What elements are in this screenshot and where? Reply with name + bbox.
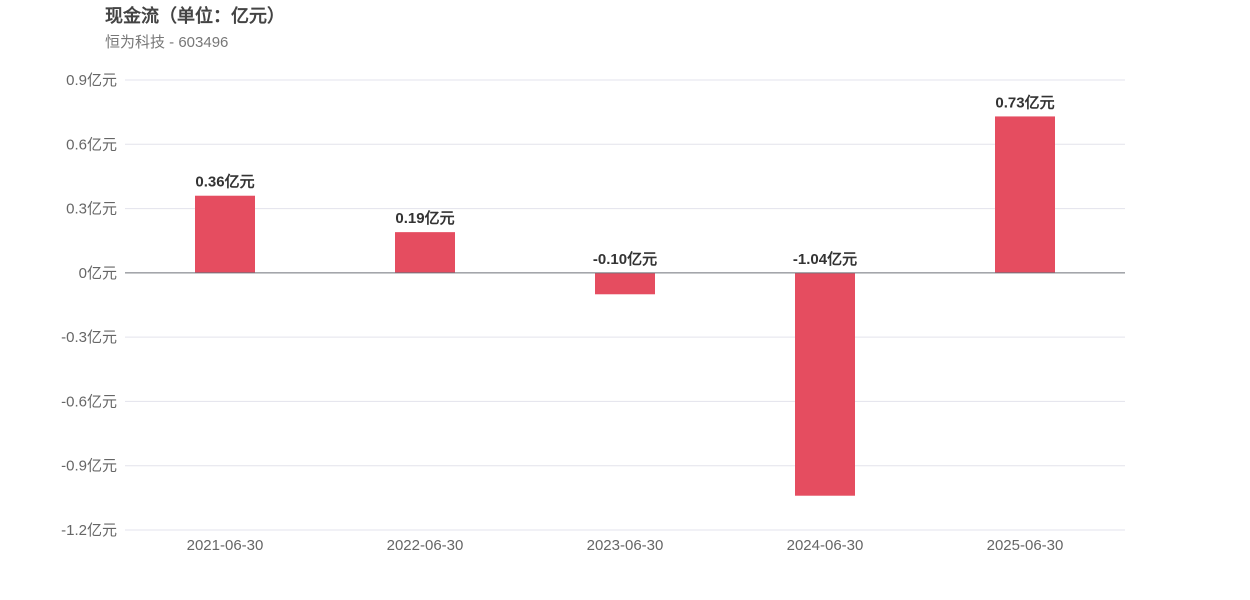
y-tick-label: -0.3亿元 xyxy=(61,329,117,346)
chart-title: 现金流（单位：亿元） xyxy=(105,6,285,26)
y-tick-label: -0.6亿元 xyxy=(61,393,117,410)
y-tick-label: 0.9亿元 xyxy=(66,72,117,89)
bar xyxy=(795,272,855,496)
data-label: 0.19亿元 xyxy=(395,209,454,227)
y-tick-label: -1.2亿元 xyxy=(61,522,117,539)
bar xyxy=(595,272,655,295)
y-tick-label: 0亿元 xyxy=(79,265,117,282)
data-label: -1.04亿元 xyxy=(793,250,857,268)
x-tick-label: 2025-06-30 xyxy=(987,537,1064,554)
data-labels: 0.36亿元 0.19亿元 -0.10亿元 -1.04亿元 0.73亿元 xyxy=(195,93,1054,267)
data-label: 0.73亿元 xyxy=(995,93,1054,111)
bars xyxy=(195,116,1055,496)
x-tick-label: 2021-06-30 xyxy=(187,537,264,554)
grid-lines xyxy=(125,79,1125,531)
bar xyxy=(995,116,1055,273)
y-axis-ticks: 0.9亿元 0.6亿元 0.3亿元 0亿元 -0.3亿元 -0.6亿元 -0.9亿元 -1.2… xyxy=(61,72,117,539)
data-label: 0.36亿元 xyxy=(195,173,254,191)
x-tick-label: 2024-06-30 xyxy=(787,537,864,554)
x-tick-label: 2022-06-30 xyxy=(387,537,464,554)
bar xyxy=(395,232,455,273)
x-tick-label: 2023-06-30 xyxy=(587,537,664,554)
y-tick-label: 0.3亿元 xyxy=(66,201,117,218)
y-tick-label: -0.9亿元 xyxy=(61,458,117,475)
y-tick-label: 0.6亿元 xyxy=(66,136,117,153)
x-axis-ticks: 2021-06-30 2022-06-30 2023-06-30 2024-06-30… xyxy=(187,537,1064,554)
chart-subtitle: 恒为科技 - 603496 xyxy=(105,34,229,51)
data-label: -0.10亿元 xyxy=(593,250,657,268)
bar xyxy=(195,195,255,273)
